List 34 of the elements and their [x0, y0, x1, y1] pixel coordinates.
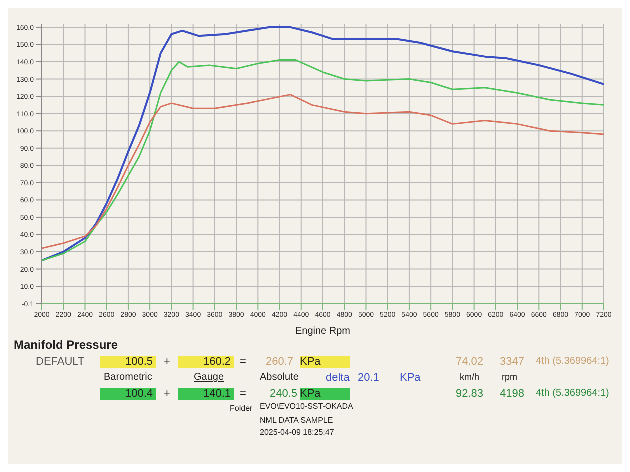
text: EVO\EVO10-SST-OKADA [260, 402, 354, 411]
text: KPa [400, 372, 421, 384]
text: 140.1 [178, 388, 234, 400]
text: 4198 [500, 388, 524, 400]
text: = [240, 388, 246, 400]
text: 100.5 [100, 356, 156, 368]
line-series [42, 94, 604, 250]
text: DEFAULT [36, 356, 85, 368]
text: 240.5 [270, 388, 298, 400]
text: Folder [230, 404, 253, 413]
text: NML DATA SAMPLE [260, 416, 334, 425]
text: 3347 [500, 356, 524, 368]
text: Manifold Pressure [14, 338, 118, 352]
text: 100.4 [100, 388, 156, 400]
text: 2025-04-09 18:25:47 [260, 428, 334, 437]
text: 74.02 [456, 356, 484, 368]
text: 20.1 [358, 372, 380, 384]
text: 4th (5.369964:1) [536, 356, 610, 367]
text: KPa [300, 388, 350, 400]
text: delta [326, 372, 350, 384]
text: Barometric [104, 372, 152, 383]
text: 92.83 [456, 388, 484, 400]
text: Gauge [194, 372, 224, 383]
text: 160.2 [178, 356, 234, 368]
x-axis-title: Engine Rpm [295, 326, 351, 337]
text: Absolute [260, 372, 299, 383]
text: km/h [460, 372, 480, 382]
text: KPa [300, 356, 350, 368]
text: 260.7 [266, 356, 294, 368]
text: + [164, 356, 170, 368]
text: rpm [502, 372, 518, 382]
text: = [240, 356, 246, 368]
text: 4th (5.369964:1) [536, 388, 610, 399]
text: + [164, 388, 170, 400]
